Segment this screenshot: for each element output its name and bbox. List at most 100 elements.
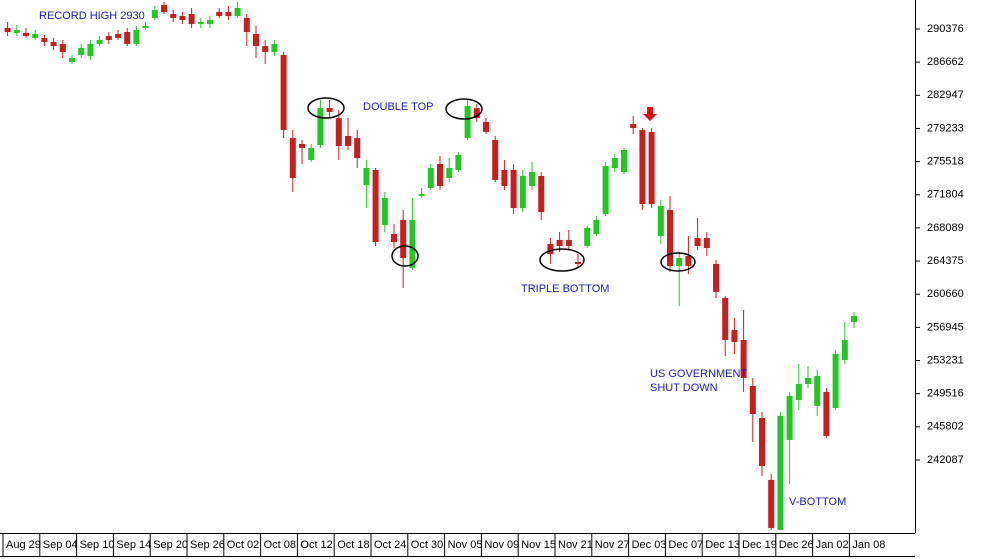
annotations: RECORD HIGH 2930 DOUBLE TOP TRIPLE BOTTO… <box>39 10 846 508</box>
circle <box>660 252 696 272</box>
candle-body <box>713 263 719 292</box>
annotation: SHUT DOWN <box>650 382 718 394</box>
y-tick-label: 282947 <box>927 89 964 101</box>
candle-body <box>501 169 508 186</box>
annotation: V-BOTTOM <box>789 496 846 508</box>
x-tick-label: Oct 24 <box>374 539 406 551</box>
candle-body <box>124 31 131 44</box>
candle-body <box>575 261 581 264</box>
candle-body <box>188 13 195 24</box>
candle-body <box>363 168 370 185</box>
candle-body <box>519 175 526 208</box>
candle-body <box>179 16 186 21</box>
candle-body <box>676 257 683 267</box>
candle-body <box>115 33 121 38</box>
candle-body <box>87 43 94 57</box>
candle-body <box>768 479 775 528</box>
candle-body <box>851 315 857 322</box>
candle-body <box>667 209 673 267</box>
candle-body <box>437 163 443 186</box>
candle-body <box>648 131 655 204</box>
arrow <box>643 107 657 121</box>
candle-body <box>308 148 315 160</box>
candle-body <box>142 26 149 28</box>
candle-body <box>740 339 747 379</box>
x-tick-label: Nov 09 <box>484 539 519 551</box>
candle-body <box>105 36 112 41</box>
candle-body <box>418 193 425 196</box>
candle-body <box>749 385 756 414</box>
candle-body <box>547 243 554 254</box>
candle-body <box>703 237 710 248</box>
x-tick-label: Aug 29 <box>6 539 41 551</box>
circle <box>539 248 585 272</box>
candle-body <box>805 378 811 384</box>
x-tick-label: Dec 07 <box>668 539 703 551</box>
candle-body <box>455 154 462 170</box>
y-tick-label: 271804 <box>927 189 964 201</box>
candle-body <box>685 256 692 267</box>
candle-body <box>529 172 535 186</box>
annotation: RECORD HIGH 2930 <box>39 10 145 22</box>
y-tick-label: 279233 <box>927 122 964 134</box>
candle-body <box>630 124 637 129</box>
annotation: DOUBLE TOP <box>363 101 434 113</box>
candle-body <box>216 12 223 17</box>
y-tick-label: 253231 <box>927 354 964 366</box>
candle-body <box>59 43 66 52</box>
x-tick-label: Oct 08 <box>264 539 296 551</box>
y-tick-label: 242087 <box>927 454 964 466</box>
candle-body <box>777 415 784 530</box>
candle-body <box>354 138 361 159</box>
candle-body <box>23 32 29 37</box>
candle-body <box>289 138 296 179</box>
x-tick-label: Dec 19 <box>742 539 777 551</box>
x-tick-label: Oct 02 <box>227 539 259 551</box>
candle-body <box>584 227 591 247</box>
candle-body <box>722 297 729 340</box>
x-tick-label: Oct 30 <box>411 539 443 551</box>
candle-body <box>271 43 278 52</box>
candle-body <box>621 149 627 173</box>
candle-body <box>161 4 167 13</box>
x-tick-label: Sep 04 <box>43 539 78 551</box>
x-tick-label: Nov 15 <box>521 539 556 551</box>
annotation: TRIPLE BOTTOM <box>521 283 609 295</box>
candle-body <box>473 108 480 119</box>
x-tick-label: Dec 13 <box>705 539 740 551</box>
x-tick-label: Oct 12 <box>300 539 332 551</box>
candle-body <box>400 219 407 258</box>
candle-body <box>841 339 848 360</box>
y-tick-label: 264375 <box>927 255 964 267</box>
x-tick-label: Jan 08 <box>852 539 885 551</box>
candle-body <box>78 47 85 56</box>
candle-body <box>492 139 499 180</box>
candle-body <box>639 129 646 204</box>
candle-body <box>133 30 140 44</box>
candle-body <box>372 169 379 242</box>
y-tick-label: 260660 <box>927 288 964 300</box>
x-tick-label: Sep 20 <box>153 539 188 551</box>
candle-body <box>299 144 305 149</box>
candle-body <box>759 417 765 467</box>
x-tick-label: Nov 21 <box>558 539 593 551</box>
candle-body <box>538 175 545 213</box>
candles <box>4 2 857 530</box>
candle-body <box>170 13 177 18</box>
candle-body <box>207 20 213 24</box>
candle-body <box>565 239 572 247</box>
candle-body <box>225 12 232 17</box>
candle-body <box>427 168 434 189</box>
candle-body <box>280 55 287 130</box>
candle-body <box>326 108 333 112</box>
candle-body <box>795 383 802 400</box>
x-tick-label: Jan 02 <box>816 539 849 551</box>
candle-body <box>151 10 158 18</box>
candle-body <box>510 169 517 208</box>
candle-body <box>786 395 793 440</box>
y-tick-label: 290376 <box>927 23 964 35</box>
y-tick-label: 256945 <box>927 321 964 333</box>
circle <box>391 245 419 267</box>
candle-body <box>50 41 57 47</box>
candle-body <box>611 158 618 169</box>
